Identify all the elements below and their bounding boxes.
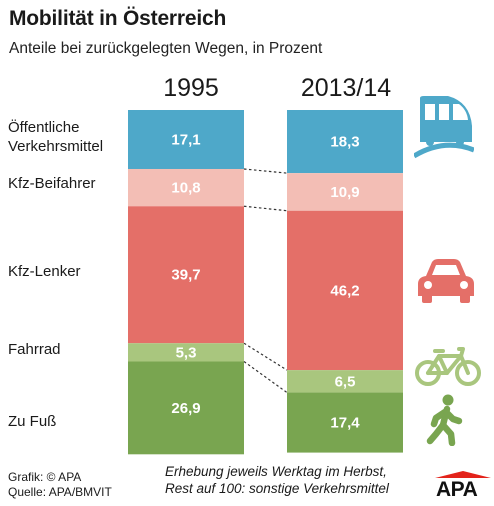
column-header-2013: 2013/14 [300,74,392,102]
bar-oeffentliche-2013 [287,110,403,174]
row-label-beifahrer: Kfz-Beifahrer [8,175,96,192]
row-label-fahrrad: Fahrrad [8,341,61,358]
value-label-beifahrer-1995: 10,8 [171,180,200,197]
value-label-oeffentliche-1995: 17,1 [171,131,200,148]
connector-oeffentliche [243,168,288,174]
train-icon [414,96,474,159]
bar-fahrrad-2013 [287,370,403,393]
value-label-zufuss-1995: 26,9 [171,400,200,417]
car-icon [418,259,474,303]
row-label-oeffentliche: Öffentliche Verkehrsmittel [8,119,104,155]
credits: Grafik: © APA Quelle: APA/BMVIT [8,470,112,500]
bicycle-icon [415,347,481,386]
value-label-fahrrad-2013: 6,5 [335,373,356,390]
connector-fahrrad [243,361,288,394]
bar-fahrrad-1995 [128,343,244,362]
row-label-zufuss: Zu Fuß [8,413,57,430]
connector-beifahrer [243,205,288,212]
chart-title: Mobilität in Österreich [9,7,227,30]
bar-zufuss-2013 [287,392,403,453]
bar-beifahrer-2013 [287,173,403,211]
connector-lenker [243,342,288,371]
chart-subtitle: Anteile bei zurückgelegten Wegen, in Pro… [9,40,323,57]
bar-oeffentliche-1995 [128,110,244,169]
value-label-fahrrad-1995: 5,3 [176,344,197,361]
bar-beifahrer-1995 [128,168,244,207]
value-label-lenker-2013: 46,2 [330,282,359,299]
footnote-line-1: Erhebung jeweils Werktag im Herbst, [165,464,387,479]
value-label-zufuss-2013: 17,4 [330,415,360,432]
apa-logo-mark [435,471,491,478]
value-label-lenker-1995: 39,7 [171,267,200,284]
footnote-line-2: Rest auf 100: sonstige Verkehrsmittel [165,481,389,496]
bar-zufuss-1995 [128,361,244,455]
credit-quelle: Quelle: APA/BMVIT [8,485,112,499]
value-label-oeffentliche-2013: 18,3 [330,134,359,151]
row-label-lenker: Kfz-Lenker [8,263,81,280]
column-header-1995: 1995 [163,74,219,102]
credit-grafik: Grafik: © APA [8,470,82,484]
apa-logo: APA [436,478,478,501]
value-label-beifahrer-2013: 10,9 [330,184,359,201]
footnote: Erhebung jeweils Werktag im Herbst, Rest… [165,463,389,497]
bar-lenker-2013 [287,210,403,371]
pedestrian-icon [426,394,463,446]
bar-lenker-1995 [128,206,244,344]
